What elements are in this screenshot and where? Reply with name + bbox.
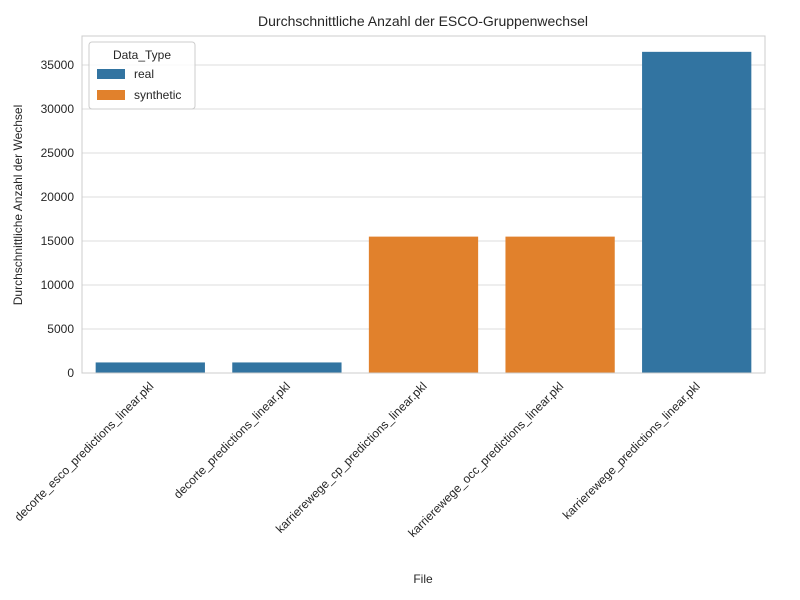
y-tick-label: 25000 xyxy=(41,146,75,160)
y-axis-label: Durchschnittliche Anzahl der Wechsel xyxy=(11,105,25,306)
legend-label: synthetic xyxy=(134,88,181,102)
chart-title: Durchschnittliche Anzahl der ESCO-Gruppe… xyxy=(258,13,588,29)
x-tick-labels: decorte_esco_predictions_linear.pkl decor… xyxy=(12,379,703,540)
legend-label: real xyxy=(134,67,154,81)
y-tick-label: 15000 xyxy=(41,234,75,248)
bars xyxy=(95,51,752,373)
bar-synthetic xyxy=(368,236,479,373)
x-tick-label: decorte_predictions_linear.pkl xyxy=(171,379,293,501)
legend-entries: real synthetic xyxy=(97,67,181,102)
x-tick-label: karrierewege_predictions_linear.pkl xyxy=(560,379,703,522)
legend-title: Data_Type xyxy=(113,48,171,62)
bar-real xyxy=(95,362,205,373)
bar-synthetic xyxy=(505,236,615,373)
x-axis-label: File xyxy=(413,572,433,586)
y-tick-label: 35000 xyxy=(41,58,75,72)
legend-swatch xyxy=(97,69,125,79)
bar-real xyxy=(642,51,752,373)
y-tick-label: 5000 xyxy=(47,322,74,336)
y-tick-labels: 0 5000 10000 15000 20000 25000 30000 35000 xyxy=(41,58,75,380)
legend: Data_Type real synthetic xyxy=(88,41,196,110)
bar-real xyxy=(232,362,342,373)
y-tick-label: 0 xyxy=(67,366,74,380)
x-tick-label: karrierewege_occ_predictions_linear.pkl xyxy=(405,379,566,540)
plot-frame xyxy=(81,35,766,374)
y-tick-label: 30000 xyxy=(41,102,75,116)
legend-swatch xyxy=(97,90,125,100)
x-tick-label: decorte_esco_predictions_linear.pkl xyxy=(12,379,157,524)
y-tick-label: 20000 xyxy=(41,190,75,204)
x-tick-label: karrierewege_cp_predictions_linear.pkl xyxy=(273,379,430,536)
y-tick-label: 10000 xyxy=(41,278,75,292)
